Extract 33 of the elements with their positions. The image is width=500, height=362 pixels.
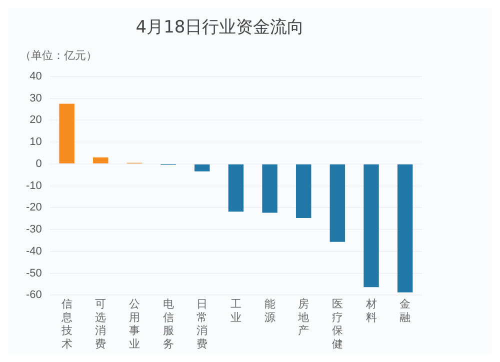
bar xyxy=(194,164,210,172)
bar xyxy=(228,164,244,212)
bar xyxy=(397,164,413,292)
y-tick-label: 20 xyxy=(30,114,42,126)
x-tick-label: 可选消费 xyxy=(95,298,106,350)
bar xyxy=(59,104,74,164)
x-tick-label: 材料 xyxy=(364,298,377,324)
y-tick-label: -30 xyxy=(26,224,42,236)
bar xyxy=(93,157,108,164)
bar xyxy=(296,164,312,218)
x-tick-label: 信息技术 xyxy=(60,298,72,350)
y-tick-label: 40 xyxy=(30,70,42,82)
x-tick-label: 医疗保健 xyxy=(332,298,343,350)
x-tick-label: 工业 xyxy=(230,298,242,324)
x-tick-label: 房地产 xyxy=(297,298,310,338)
x-tick-label: 日常消费 xyxy=(196,298,208,350)
y-tick-label: -10 xyxy=(26,180,42,192)
bar xyxy=(330,164,346,242)
y-axis-title: （单位：亿元） xyxy=(20,48,97,63)
x-tick-label: 能源 xyxy=(264,298,276,324)
bar xyxy=(364,164,379,288)
y-tick-label: -40 xyxy=(26,245,42,258)
bar xyxy=(262,164,278,213)
y-tick-label: -60 xyxy=(26,289,42,302)
y-tick-label: -50 xyxy=(26,267,42,280)
x-tick-label: 公用事业 xyxy=(128,298,140,350)
x-tick-label: 金融 xyxy=(400,298,411,324)
y-tick-label: 0 xyxy=(36,158,42,170)
y-tick-label: 10 xyxy=(30,136,42,148)
y-tick-label: 30 xyxy=(30,92,42,104)
chart-title: 4月18日行业资金流向 xyxy=(136,18,304,38)
y-tick-label: -20 xyxy=(26,202,42,214)
x-tick-label: 电信服务 xyxy=(162,298,174,350)
